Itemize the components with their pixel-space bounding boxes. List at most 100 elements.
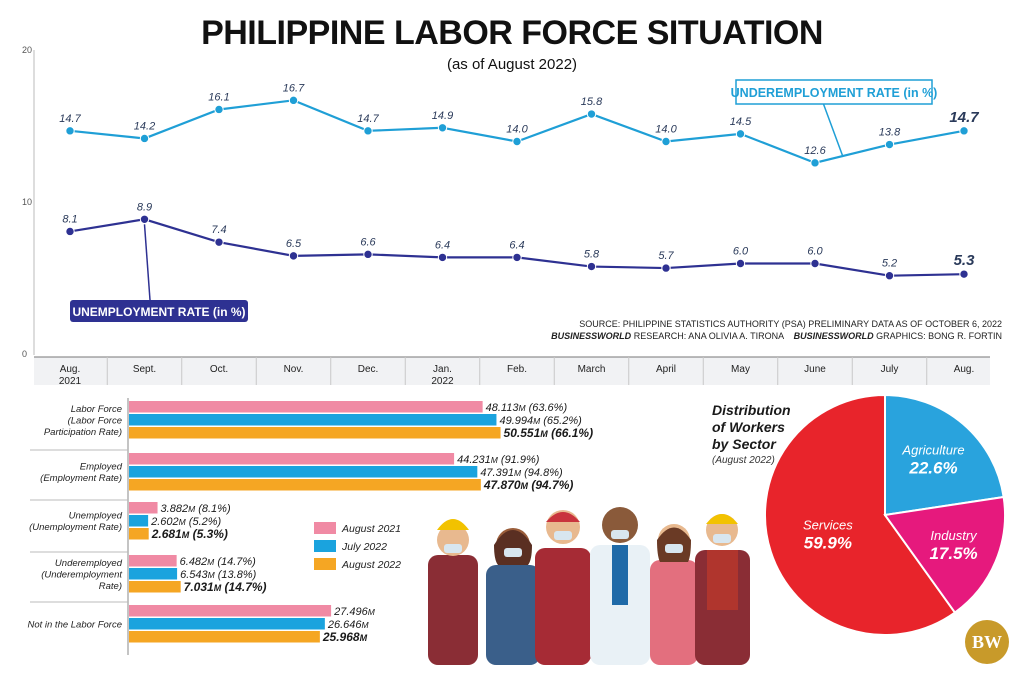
bar-value-4-0: 27.496M: [333, 606, 376, 618]
point-1-0: [65, 226, 75, 237]
data-label-1-1: 8.9: [137, 201, 152, 213]
data-label-0-1: 14.2: [134, 120, 155, 132]
month-tick-11: July: [881, 364, 899, 375]
point-0-4: [363, 126, 373, 136]
point-1-9: [735, 258, 746, 269]
data-label-1-8: 5.7: [658, 250, 674, 262]
worker-5: [650, 524, 698, 665]
unemployment-label: UNEMPLOYMENT RATE (in %): [72, 305, 245, 319]
bar-3-0: [129, 555, 177, 567]
y-tick-0: 0: [22, 349, 28, 359]
legend-label-0: August 2021: [341, 523, 401, 535]
point-0-12: [959, 126, 969, 136]
data-label-0-11: 13.8: [879, 127, 901, 139]
bar-value-4-2: 25.968M: [322, 630, 368, 644]
category-label-0-0: Labor Force: [71, 404, 122, 415]
category-label-3-2: Rate): [99, 581, 122, 592]
research-label: BUSINESSWORLD: [551, 331, 632, 341]
pie-slice-industry: [883, 495, 1007, 614]
data-label-1-4: 6.6: [360, 236, 376, 248]
data-label-1-7: 5.8: [584, 249, 600, 261]
category-label-0-1: (Labor Force: [68, 415, 122, 426]
data-label-1-11: 5.2: [882, 258, 897, 270]
source-note: SOURCE: PHILIPPINE STATISTICS AUTHORITY …: [579, 319, 1002, 329]
bar-1-2: [129, 479, 481, 491]
month-tick-0: Aug.: [60, 364, 81, 375]
graphics-label: BUSINESSWORLD: [793, 331, 874, 341]
point-0-0: [65, 126, 75, 136]
data-label-0-10: 12.6: [804, 145, 826, 157]
data-label-1-10: 6.0: [807, 246, 823, 258]
category-label-2-1: (Unemployment Rate): [29, 522, 122, 533]
point-0-7: [586, 109, 597, 119]
month-tick-3: Nov.: [284, 364, 304, 375]
month-axis-band: [34, 357, 990, 385]
data-label-1-12: 5.3: [954, 252, 976, 269]
point-1-2: [214, 237, 224, 247]
pie-title-2: by Sector: [712, 436, 777, 452]
bar-1-0: [129, 453, 455, 465]
legend-swatch-2: [314, 558, 336, 570]
pie-slice-agriculture: [884, 393, 1005, 517]
month-tick-12: Aug.: [954, 364, 975, 375]
point-0-1: [139, 133, 150, 144]
bar-0-2: [129, 427, 501, 439]
bar-4-2: [129, 631, 320, 643]
pie-slice-services: [764, 393, 957, 636]
worker-3: [535, 510, 591, 665]
point-0-3: [288, 95, 299, 106]
chart-title: PHILIPPINE LABOR FORCE SITUATION: [201, 14, 823, 52]
legend-swatch-0: [314, 522, 336, 534]
bar-2-2: [129, 528, 149, 540]
data-label-0-5: 14.9: [432, 110, 453, 122]
graphics-credit: GRAPHICS: BONG R. FORTIN: [876, 331, 1002, 341]
bar-value-3-2: 7.031M (14.7%): [184, 580, 267, 594]
pie-name-2: Industry: [930, 528, 978, 543]
pie-title-0: Distribution: [712, 402, 791, 418]
bar-value-1-2: 47.870M (94.7%): [483, 478, 574, 492]
data-label-0-12: 14.7: [949, 109, 979, 126]
point-0-2: [214, 104, 224, 115]
point-0-10: [810, 158, 820, 168]
underemployment-label-box: [735, 79, 933, 105]
data-label-1-9: 6.0: [733, 246, 749, 258]
businessworld-logo: BW: [965, 620, 1009, 664]
line-chart: 14.7 14.2 16.1 16.7 14.7 14.9 14.0 15.8 14.0 14.5…: [33, 50, 979, 355]
bar-4-0: [129, 605, 332, 617]
worker-4: [590, 507, 650, 665]
data-label-0-4: 14.7: [357, 113, 379, 125]
chart-subtitle: (as of August 2022): [446, 56, 578, 73]
bar-value-4-1: 26.646M: [327, 619, 370, 631]
data-label-0-8: 14.0: [655, 124, 677, 136]
unemployment-label-box: [70, 300, 248, 322]
worker-6: [695, 514, 750, 665]
bar-2-1: [129, 515, 149, 527]
bar-value-2-2: 2.681M (5.3%): [151, 527, 228, 541]
point-1-12: [959, 269, 969, 279]
point-1-8: [661, 263, 671, 273]
bar-3-1: [129, 568, 178, 580]
bar-0-0: [129, 401, 483, 413]
data-label-1-0: 8.1: [62, 213, 77, 225]
point-1-5: [437, 252, 448, 263]
data-label-0-3: 16.7: [283, 82, 305, 94]
month-tick-1: Sept.: [133, 364, 156, 375]
month-year-5: 2022: [431, 376, 454, 387]
bar-value-0-0: 48.113M (63.6%): [486, 402, 568, 414]
y-tick-20: 20: [22, 45, 33, 55]
category-label-3-0: Underemployed: [55, 558, 123, 569]
month-tick-10: June: [804, 364, 826, 375]
legend-label-2: August 2022: [341, 559, 401, 571]
point-0-6: [512, 136, 522, 147]
point-1-4: [363, 249, 373, 260]
category-label-4-0: Not in the Labor Force: [27, 619, 122, 630]
bar-1-1: [129, 466, 478, 478]
data-label-0-6: 14.0: [506, 124, 528, 136]
credits-line: BUSINESSWORLD RESEARCH: ANA OLIVIA A. TI…: [551, 331, 1002, 341]
bar-0-1: [129, 414, 497, 426]
month-tick-5: Jan.: [433, 364, 452, 375]
